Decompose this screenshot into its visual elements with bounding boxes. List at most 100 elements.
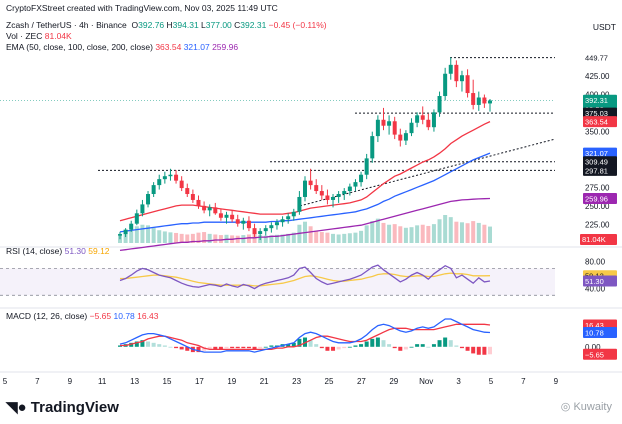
macd-histogram-bar (196, 346, 201, 353)
rsi-ma-line (120, 272, 491, 287)
volume-bar (134, 226, 139, 243)
volume-bar (319, 232, 324, 243)
volume-bar (291, 232, 296, 243)
volume-bar (437, 219, 442, 243)
candle-body (308, 180, 313, 186)
candle-body (224, 214, 229, 218)
volume-bar (196, 232, 201, 243)
volume-bar (392, 224, 397, 243)
volume-bar (174, 232, 179, 243)
volume-bar (353, 232, 358, 243)
volume-bar (465, 223, 470, 243)
macd-histogram-bar (314, 344, 319, 347)
volume-bar (129, 230, 134, 243)
high-label: H (166, 20, 173, 30)
macd-histogram-bar (454, 345, 459, 347)
macd-histogram-bar (465, 346, 470, 351)
time-tick-label: 25 (325, 377, 334, 386)
candle-body (140, 204, 145, 214)
candle-body (325, 195, 330, 200)
macd-histogram-bar (347, 346, 352, 348)
volume-bar (331, 233, 336, 243)
time-tick-label: 5 (3, 377, 8, 386)
candle-body (129, 223, 134, 230)
macd-histogram-bar (263, 346, 268, 348)
candle-body (157, 179, 162, 186)
time-tick-label: 13 (130, 377, 139, 386)
volume-bar (246, 234, 251, 243)
rsi-value: 51.30 (64, 246, 86, 256)
candle-body (465, 75, 470, 94)
macd-histogram-bar (392, 346, 397, 349)
macd-tick-label: 0.00 (585, 343, 601, 352)
volume-bar (387, 224, 392, 243)
volume-bar (342, 233, 347, 243)
candle-body (431, 112, 436, 128)
macd-histogram-bar (269, 345, 274, 347)
candle-body (353, 182, 358, 187)
volume-bar (381, 222, 386, 243)
price-tick-label: 250.00 (585, 202, 610, 211)
time-tick-label: Nov (419, 377, 433, 386)
open-value: 392.76 (138, 20, 165, 30)
price-tick-label: 275.00 (585, 183, 610, 192)
macd-histogram-bar (398, 346, 403, 351)
candle-body (359, 174, 364, 183)
ema100-price-badge (583, 147, 617, 159)
candle-body (230, 214, 235, 220)
volume-bar (336, 234, 341, 243)
volume-badge (580, 234, 617, 245)
macd-histogram-bar (403, 346, 408, 350)
volume-bar (398, 226, 403, 243)
tradingview-logo: ◥● TradingView (6, 398, 119, 416)
macd-histogram-bar (387, 344, 392, 347)
volume-bar (280, 234, 285, 243)
time-tick-label: 29 (389, 377, 398, 386)
macd-histogram-bar (488, 346, 492, 355)
low-value: 377.00 (205, 20, 232, 30)
candle-body (118, 234, 122, 236)
close-value: 392.31 (240, 20, 267, 30)
candle-body (246, 220, 251, 229)
candle-body (476, 97, 481, 105)
ema200-price-badge-label: 259.96 (585, 194, 608, 203)
candle-body (314, 185, 319, 192)
volume-legend: Vol · ZEC 81.04K (6, 31, 72, 41)
macd-histogram-bar (409, 346, 414, 348)
time-tick-label: 27 (357, 377, 366, 386)
candle-body (179, 180, 184, 189)
macd-histogram-bar (415, 344, 420, 347)
volume-bar (235, 235, 240, 243)
macd-histogram-bar (129, 342, 134, 347)
macd-histogram-bar (207, 346, 212, 350)
macd-histogram-bar (179, 346, 184, 350)
macd-histogram-bar (471, 346, 476, 354)
low-label: L (201, 20, 206, 30)
candle-body (482, 97, 487, 104)
ema100-price-badge-label: 321.07 (585, 149, 608, 158)
macd-histogram-bar (319, 346, 324, 349)
volume-bar (146, 225, 151, 243)
macd-histogram-bar (297, 338, 302, 347)
candle-body (347, 186, 352, 192)
candle-body (454, 64, 459, 82)
volume-bar (157, 230, 162, 243)
rsi-tick-label: 40.00 (585, 285, 606, 294)
macd-signal-value: 16.43 (137, 311, 159, 321)
volume-value: 81.04K (44, 31, 72, 41)
macd-line (119, 318, 491, 353)
time-tick-label: 15 (163, 377, 172, 386)
volume-bar (185, 234, 190, 243)
time-tick-label: 9 (554, 377, 559, 386)
rsi-legend: RSI (14, close) 51.30 59.12 (6, 246, 110, 256)
candle-body (319, 191, 324, 196)
macd-histogram-bar (162, 345, 167, 347)
macd-hist-value: −5.65 (89, 311, 112, 321)
volume-bar (459, 222, 464, 243)
ema50-price-badge-label: 363.54 (585, 118, 608, 127)
watermark-icon: ◎ (560, 401, 571, 413)
candle-body (134, 213, 139, 224)
support-level-badge (583, 107, 617, 119)
macd-histogram-bar (185, 346, 190, 351)
